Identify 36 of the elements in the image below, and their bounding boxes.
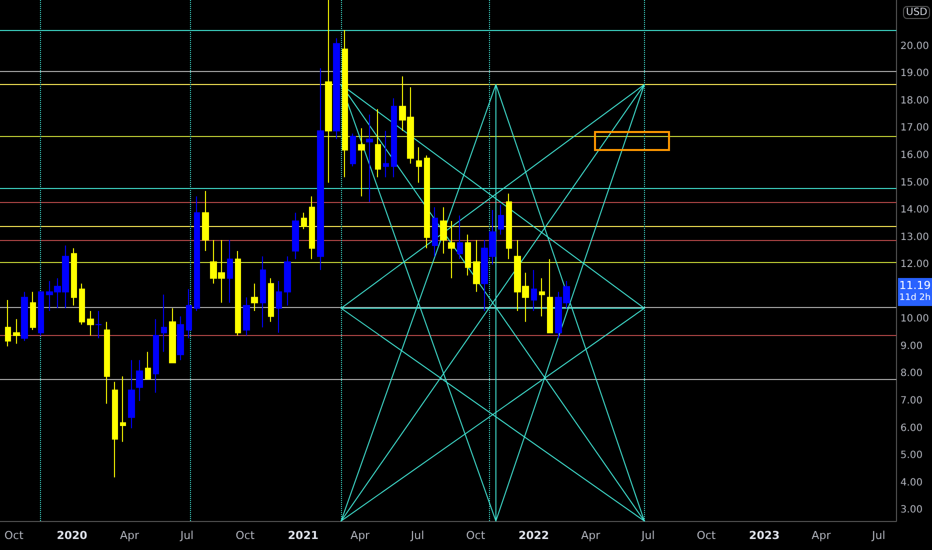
y-tick-label: 4.00: [900, 477, 923, 488]
x-tick-label: 2020: [56, 529, 88, 542]
x-tick-label: Jul: [640, 529, 655, 542]
x-tick-label: 2021: [288, 529, 319, 542]
y-tick-label: 20.00: [900, 40, 930, 52]
y-tick-label: 7.00: [900, 395, 923, 406]
y-tick-label: 14.00: [900, 204, 930, 216]
x-tick-label: Oct: [236, 529, 256, 542]
x-tick-label: Oct: [4, 529, 24, 542]
y-tick-label: 13.00: [900, 232, 930, 243]
y-tick-label: 17.00: [900, 122, 930, 134]
x-tick-label: Oct: [696, 529, 716, 542]
x-tick-label: Apr: [812, 529, 832, 542]
x-tick-label: Jul: [179, 529, 194, 542]
x-tick-label: Apr: [120, 529, 140, 542]
y-tick-label: 16.00: [900, 150, 930, 161]
text: 11.19: [898, 278, 932, 292]
y-tick-label: 15.00: [900, 177, 930, 188]
x-tick-label: Apr: [350, 529, 370, 542]
y-tick-label: 3.00: [900, 504, 923, 516]
y-tick-label: 18.00: [900, 95, 930, 106]
y-tick-label: 10.00: [900, 314, 930, 325]
text: 11d 2h: [898, 292, 932, 305]
y-tick-label: 5.00: [900, 450, 923, 462]
x-tick-label: Jul: [871, 529, 886, 542]
text: USD: [903, 6, 930, 19]
y-tick-label: 9.00: [900, 340, 923, 352]
y-tick-label: 12.00: [900, 259, 930, 270]
x-tick-label: 2022: [518, 529, 550, 542]
y-tick-label: 6.00: [900, 422, 923, 434]
x-tick-label: Oct: [466, 529, 486, 542]
x-tick-label: Apr: [581, 529, 601, 542]
y-tick-label: 19.00: [900, 68, 930, 80]
x-tick-label: 2023: [749, 529, 780, 542]
y-tick-label: 8.00: [900, 368, 923, 380]
x-tick-label: Jul: [410, 529, 424, 542]
